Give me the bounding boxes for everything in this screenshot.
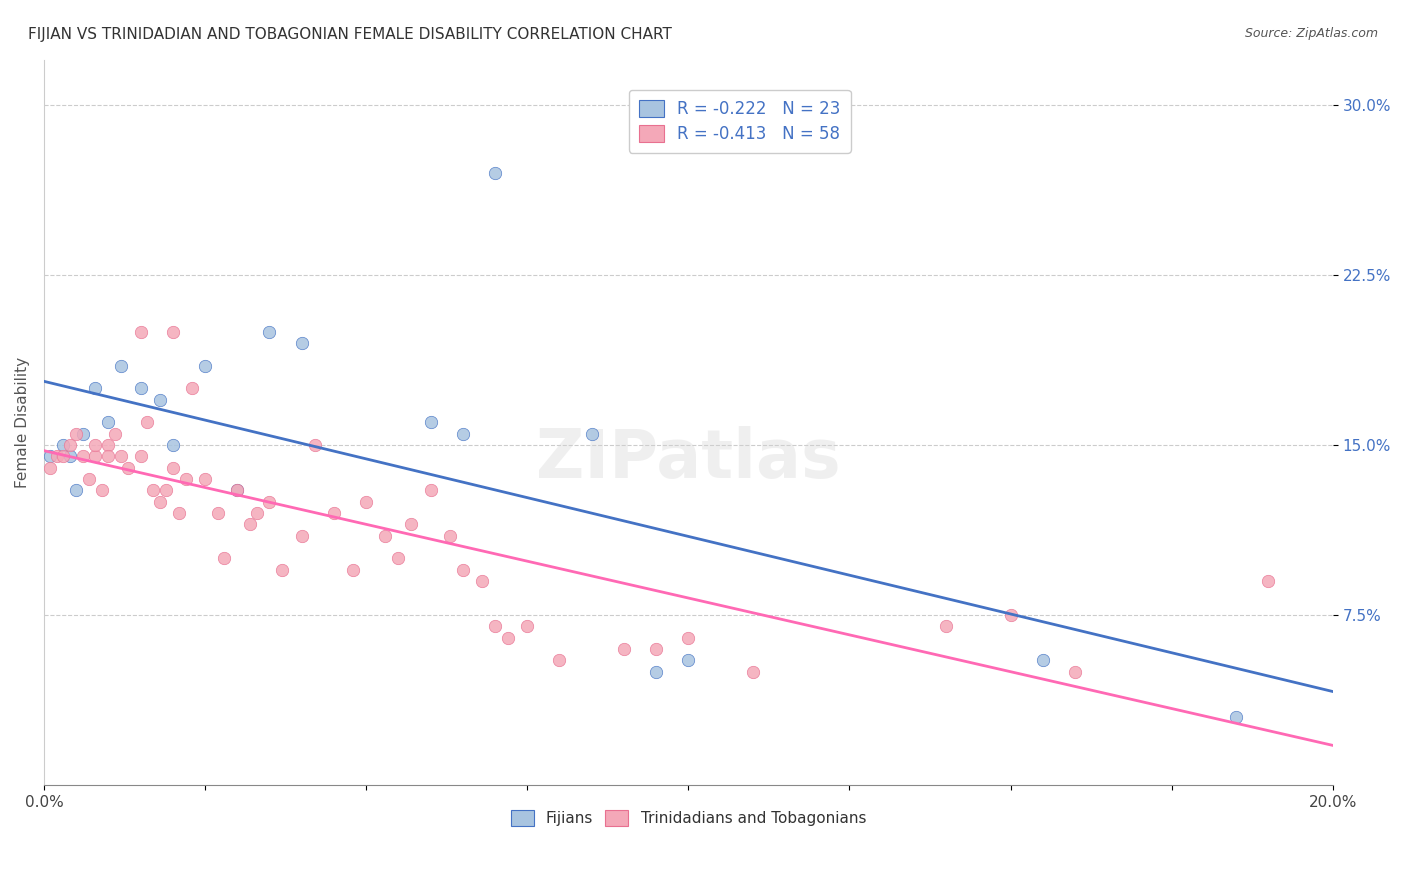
Point — [84, 381, 107, 395]
Point — [387, 551, 409, 566]
Point — [155, 483, 177, 498]
Point — [167, 506, 190, 520]
Point — [65, 483, 87, 498]
Point — [271, 563, 294, 577]
Text: FIJIAN VS TRINIDADIAN AND TOBAGONIAN FEMALE DISABILITY CORRELATION CHART: FIJIAN VS TRINIDADIAN AND TOBAGONIAN FEM… — [28, 27, 672, 42]
Point — [581, 426, 603, 441]
Point — [194, 359, 217, 373]
Point — [226, 483, 249, 498]
Legend: Fijians, Trinidadians and Tobagonians: Fijians, Trinidadians and Tobagonians — [502, 801, 875, 836]
Point — [181, 381, 204, 395]
Point — [117, 460, 139, 475]
Point — [65, 426, 87, 441]
Point — [451, 563, 474, 577]
Point — [259, 494, 281, 508]
Point — [84, 438, 107, 452]
Point — [516, 619, 538, 633]
Point — [245, 506, 267, 520]
Point — [291, 529, 314, 543]
Point — [451, 426, 474, 441]
Point — [741, 665, 763, 679]
Point — [110, 359, 132, 373]
Point — [52, 450, 75, 464]
Text: ZIPatlas: ZIPatlas — [536, 425, 841, 491]
Point — [645, 642, 668, 657]
Point — [39, 460, 62, 475]
Point — [129, 450, 152, 464]
Point — [72, 426, 94, 441]
Text: Source: ZipAtlas.com: Source: ZipAtlas.com — [1244, 27, 1378, 40]
Point — [174, 472, 197, 486]
Point — [678, 653, 700, 667]
Point — [1064, 665, 1087, 679]
Point — [97, 438, 120, 452]
Point — [194, 472, 217, 486]
Point — [342, 563, 364, 577]
Point — [129, 381, 152, 395]
Point — [45, 450, 67, 464]
Point — [97, 415, 120, 429]
Point — [129, 325, 152, 339]
Point — [97, 450, 120, 464]
Point — [419, 483, 441, 498]
Point — [59, 450, 82, 464]
Point — [678, 631, 700, 645]
Point — [136, 415, 159, 429]
Point — [322, 506, 344, 520]
Point — [645, 665, 668, 679]
Point — [484, 166, 506, 180]
Point — [1000, 608, 1022, 623]
Point — [149, 392, 172, 407]
Y-axis label: Female Disability: Female Disability — [15, 357, 30, 488]
Point — [1257, 574, 1279, 588]
Point — [162, 460, 184, 475]
Point — [149, 494, 172, 508]
Point — [59, 438, 82, 452]
Point — [471, 574, 494, 588]
Point — [239, 517, 262, 532]
Point — [84, 450, 107, 464]
Point — [354, 494, 377, 508]
Point — [162, 438, 184, 452]
Point — [162, 325, 184, 339]
Point — [52, 438, 75, 452]
Point — [110, 450, 132, 464]
Point — [226, 483, 249, 498]
Point — [259, 325, 281, 339]
Point — [935, 619, 957, 633]
Point — [1225, 710, 1247, 724]
Point — [374, 529, 396, 543]
Point — [496, 631, 519, 645]
Point — [214, 551, 236, 566]
Point — [304, 438, 326, 452]
Point — [142, 483, 165, 498]
Point — [207, 506, 229, 520]
Point — [439, 529, 461, 543]
Point — [484, 619, 506, 633]
Point — [399, 517, 422, 532]
Point — [613, 642, 636, 657]
Point — [291, 336, 314, 351]
Point — [1032, 653, 1054, 667]
Point — [90, 483, 112, 498]
Point — [104, 426, 127, 441]
Point — [39, 450, 62, 464]
Point — [77, 472, 100, 486]
Point — [548, 653, 571, 667]
Point — [419, 415, 441, 429]
Point — [72, 450, 94, 464]
